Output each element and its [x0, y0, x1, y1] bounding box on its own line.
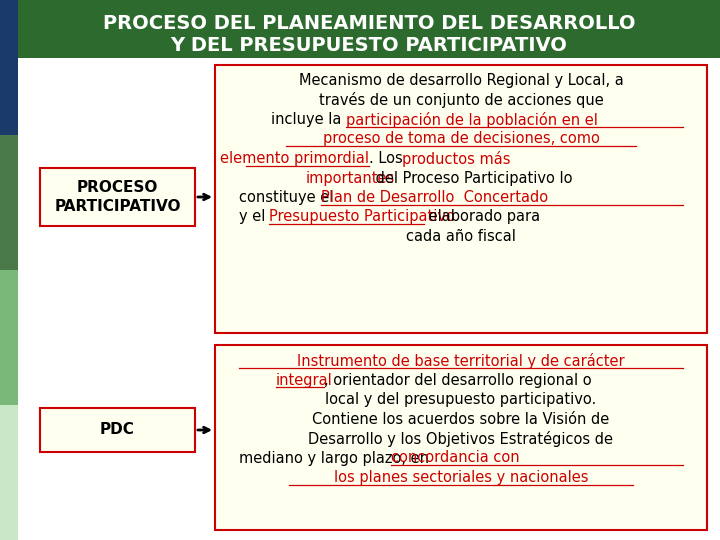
Bar: [0, 270, 18, 405]
Text: Y DEL PRESUPUESTO PARTICIPATIVO: Y DEL PRESUPUESTO PARTICIPATIVO: [171, 36, 567, 55]
Text: PROCESO DEL PLANEAMIENTO DEL DESARROLLO: PROCESO DEL PLANEAMIENTO DEL DESARROLLO: [103, 14, 635, 33]
Text: mediano y largo plazo, en: mediano y largo plazo, en: [239, 450, 433, 465]
Text: constituye el: constituye el: [239, 190, 338, 205]
Text: participación de la población en el: participación de la población en el: [346, 112, 598, 128]
Text: local y del presupuesto participativo.: local y del presupuesto participativo.: [325, 392, 597, 407]
Text: los planes sectoriales y nacionales: los planes sectoriales y nacionales: [334, 470, 588, 485]
Text: concordancia con: concordancia con: [391, 450, 520, 465]
Text: elemento primordial: elemento primordial: [220, 151, 369, 166]
Text: través de un conjunto de acciones que: través de un conjunto de acciones que: [319, 92, 603, 109]
Text: PDC: PDC: [100, 422, 135, 437]
Text: cada año fiscal: cada año fiscal: [406, 229, 516, 244]
Text: y el: y el: [239, 210, 270, 225]
Text: del Proceso Participativo lo: del Proceso Participativo lo: [371, 171, 572, 186]
Text: Contiene los acuerdos sobre la Visión de: Contiene los acuerdos sobre la Visión de: [312, 411, 610, 427]
Text: importantes: importantes: [306, 171, 395, 186]
Bar: [18, 0, 720, 58]
Text: Presupuesto Participativo: Presupuesto Participativo: [269, 210, 455, 225]
Bar: [215, 345, 707, 530]
Bar: [0, 0, 18, 135]
Text: integral: integral: [276, 373, 333, 388]
Text: Instrumento de base territorial y de carácter: Instrumento de base territorial y de car…: [297, 353, 625, 369]
Text: incluye la: incluye la: [271, 112, 346, 127]
Bar: [0, 135, 18, 270]
Text: , orientador del desarrollo regional o: , orientador del desarrollo regional o: [324, 373, 592, 388]
Bar: [40, 168, 195, 226]
Text: Plan de Desarrollo  Concertado: Plan de Desarrollo Concertado: [321, 190, 548, 205]
Bar: [40, 408, 195, 452]
Text: proceso de toma de decisiones, como: proceso de toma de decisiones, como: [323, 132, 600, 146]
Text: Desarrollo y los Objetivos Estratégicos de: Desarrollo y los Objetivos Estratégicos …: [308, 431, 613, 447]
Text: productos más: productos más: [402, 151, 510, 167]
Text: PROCESO
PARTICIPATIVO: PROCESO PARTICIPATIVO: [54, 180, 181, 214]
Text: Mecanismo de desarrollo Regional y Local, a: Mecanismo de desarrollo Regional y Local…: [299, 73, 624, 88]
Bar: [215, 65, 707, 333]
Text: elaborado para: elaborado para: [424, 210, 540, 225]
Bar: [0, 405, 18, 540]
Text: . Los: . Los: [369, 151, 408, 166]
